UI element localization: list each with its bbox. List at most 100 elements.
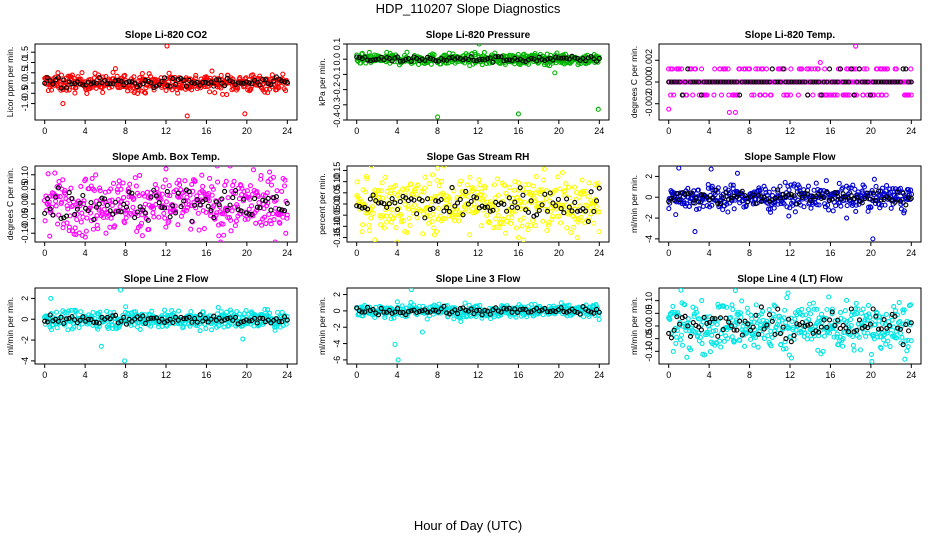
reference-point [739,332,745,338]
reference-point [742,79,748,85]
reference-point [175,76,181,82]
reference-point [254,79,260,85]
reference-point [528,55,534,62]
reference-point [495,54,501,60]
y-tick-label: -2 [20,336,30,344]
data-point [477,182,483,188]
reference-point [690,320,696,326]
data-point [108,215,114,221]
reference-point [107,81,113,87]
data-point [230,182,236,189]
reference-point [354,305,360,311]
reference-point [566,56,572,62]
reference-point [859,79,865,85]
reference-point [886,79,893,85]
data-point [362,189,368,195]
data-point [518,199,525,205]
data-point [487,199,493,205]
data-point [264,190,270,196]
data-point [790,324,796,331]
y-tick-label: 0 [20,317,30,322]
reference-point [61,77,67,83]
data-point [439,178,445,184]
data-point [869,188,875,194]
data-point-outlier [117,288,124,293]
data-point [260,192,266,198]
reference-point [115,77,121,83]
data-point [856,334,862,340]
data-points [42,44,291,119]
reference-point [666,198,672,204]
data-point [192,178,198,184]
reference-point [230,195,236,201]
reference-point [679,92,685,98]
reference-point [550,308,556,314]
reference-point [767,312,773,318]
reference-point [55,75,61,81]
reference-point [110,81,116,87]
data-point [768,209,774,215]
reference-point [712,187,718,193]
data-point [751,92,757,98]
data-point [850,342,856,348]
data-point [410,210,417,216]
reference-point [698,92,704,98]
reference-point [455,311,461,317]
data-point [42,218,48,224]
reference-point [821,79,827,85]
data-point [393,225,399,231]
reference-point [848,306,854,312]
reference-point [211,83,217,89]
data-point [80,214,86,220]
reference-point [837,325,843,332]
data-point [696,206,702,212]
reference-point [788,79,794,85]
reference-point [520,306,526,312]
data-point [264,307,271,313]
reference-point [260,197,266,203]
data-point [851,347,857,353]
data-point [428,196,434,202]
data-point-outlier [163,166,169,172]
data-point [730,185,736,192]
reference-point [284,200,290,206]
reference-point [547,309,553,315]
reference-point [707,319,713,325]
reference-point [265,81,271,87]
data-point [257,73,263,79]
reference-point [441,57,447,63]
data-point [776,313,782,319]
data-point [84,215,90,221]
reference-point [113,199,119,205]
reference-point [216,202,222,208]
reference-point [55,318,61,324]
reference-point [238,208,244,214]
reference-point [104,202,110,209]
reference-point [796,191,803,197]
reference-point [856,66,863,72]
reference-point [737,92,743,98]
data-point [860,306,866,312]
reference-point [870,306,876,312]
data-point [801,204,807,210]
reference-point [693,79,699,85]
x-tick-label: 24 [594,248,604,258]
data-point [905,344,911,350]
reference-point [737,191,743,197]
data-point [710,328,716,334]
data-point [54,325,60,331]
reference-point [574,208,581,214]
reference-point [213,199,219,205]
reference-point [129,190,135,196]
data-point [479,189,485,195]
reference-point [211,215,217,221]
data-point [196,227,202,233]
data-point [226,214,233,221]
data-point [207,175,213,182]
x-tick-label: 4 [83,248,88,258]
y-tick-label: -0.10 [644,341,654,362]
reference-point [227,202,233,208]
data-point [883,311,889,317]
reference-point [238,319,244,325]
data-point [693,206,700,213]
